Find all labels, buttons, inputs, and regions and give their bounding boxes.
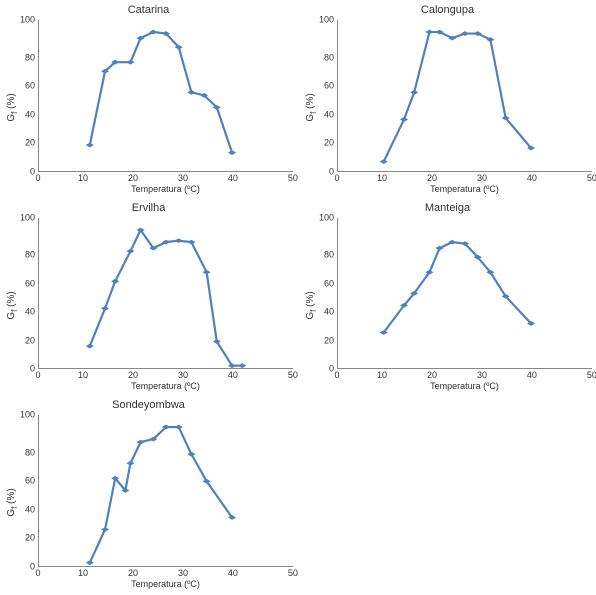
y-ticks: 100806040200 bbox=[18, 218, 38, 370]
y-ticks: 100806040200 bbox=[18, 415, 38, 567]
marker-diamond bbox=[228, 363, 236, 368]
x-ticks: 01020304050 bbox=[337, 369, 592, 381]
x-ticks: 01020304050 bbox=[38, 369, 293, 381]
marker-diamond bbox=[228, 515, 236, 520]
plot-area bbox=[38, 415, 293, 567]
marker-diamond bbox=[126, 60, 134, 65]
marker-diamond bbox=[137, 227, 145, 232]
marker-diamond bbox=[238, 363, 246, 368]
marker-diamond bbox=[126, 248, 134, 253]
marker-diamond bbox=[175, 238, 183, 243]
plot-area bbox=[337, 20, 592, 172]
marker-diamond bbox=[86, 561, 94, 566]
y-axis-label: Gf (%) bbox=[303, 218, 317, 394]
y-axis-label: Gf (%) bbox=[4, 415, 18, 591]
series-line bbox=[90, 32, 232, 153]
marker-diamond bbox=[86, 143, 94, 148]
marker-diamond bbox=[400, 117, 408, 122]
x-axis-label: Temperatura (ºC) bbox=[337, 381, 592, 393]
chart-title: Calongupa bbox=[303, 4, 592, 18]
chart-grid: CatarinaGf (%)10080604020001020304050Tem… bbox=[4, 4, 592, 591]
y-ticks: 100806040200 bbox=[317, 218, 337, 370]
marker-diamond bbox=[380, 330, 388, 335]
x-ticks: 01020304050 bbox=[38, 172, 293, 184]
marker-diamond bbox=[101, 527, 109, 532]
y-ticks: 100806040200 bbox=[18, 20, 38, 172]
chart-title: Sondeyombwa bbox=[4, 399, 293, 413]
chart-sondeyombwa: Sondeyombwa Gf (%)10080604020001020304050… bbox=[4, 399, 293, 591]
marker-diamond bbox=[86, 343, 94, 348]
marker-diamond bbox=[187, 452, 195, 457]
y-axis-label: Gf (%) bbox=[4, 218, 18, 394]
series-line bbox=[384, 242, 531, 332]
x-ticks: 01020304050 bbox=[337, 172, 592, 184]
marker-diamond bbox=[203, 269, 211, 274]
series-line bbox=[384, 32, 531, 162]
marker-diamond bbox=[410, 90, 418, 95]
marker-diamond bbox=[126, 461, 134, 466]
plot-area bbox=[38, 218, 293, 370]
x-axis-label: Temperatura (ºC) bbox=[38, 184, 293, 196]
chart-calongupa: Calongupa Gf (%)10080604020001020304050Te… bbox=[303, 4, 592, 196]
chart-title: Catarina bbox=[4, 4, 293, 18]
empty-cell bbox=[303, 399, 592, 591]
marker-diamond bbox=[111, 279, 119, 284]
chart-ervilha: Ervilha Gf (%)10080604020001020304050Temp… bbox=[4, 202, 293, 394]
marker-diamond bbox=[175, 425, 183, 430]
marker-diamond bbox=[228, 150, 236, 155]
marker-diamond bbox=[187, 239, 195, 244]
x-ticks: 01020304050 bbox=[38, 567, 293, 579]
series-line bbox=[90, 427, 232, 563]
marker-diamond bbox=[380, 159, 388, 164]
y-ticks: 100806040200 bbox=[317, 20, 337, 172]
chart-title: Manteiga bbox=[303, 202, 592, 216]
marker-diamond bbox=[203, 479, 211, 484]
plot-area bbox=[337, 218, 592, 370]
chart-catarina: Catarina Gf (%)10080604020001020304050Tem… bbox=[4, 4, 293, 196]
chart-manteiga: Manteiga Gf (%)10080604020001020304050Tem… bbox=[303, 202, 592, 394]
marker-diamond bbox=[101, 306, 109, 311]
x-axis-label: Temperatura (ºC) bbox=[38, 579, 293, 591]
plot-area bbox=[38, 20, 293, 172]
x-axis-label: Temperatura (ºC) bbox=[38, 381, 293, 393]
marker-diamond bbox=[425, 30, 433, 35]
y-axis-label: Gf (%) bbox=[303, 20, 317, 196]
y-axis-label: Gf (%) bbox=[4, 20, 18, 196]
series-line bbox=[90, 230, 242, 366]
marker-diamond bbox=[425, 269, 433, 274]
chart-title: Ervilha bbox=[4, 202, 293, 216]
x-axis-label: Temperatura (ºC) bbox=[337, 184, 592, 196]
marker-diamond bbox=[213, 339, 221, 344]
